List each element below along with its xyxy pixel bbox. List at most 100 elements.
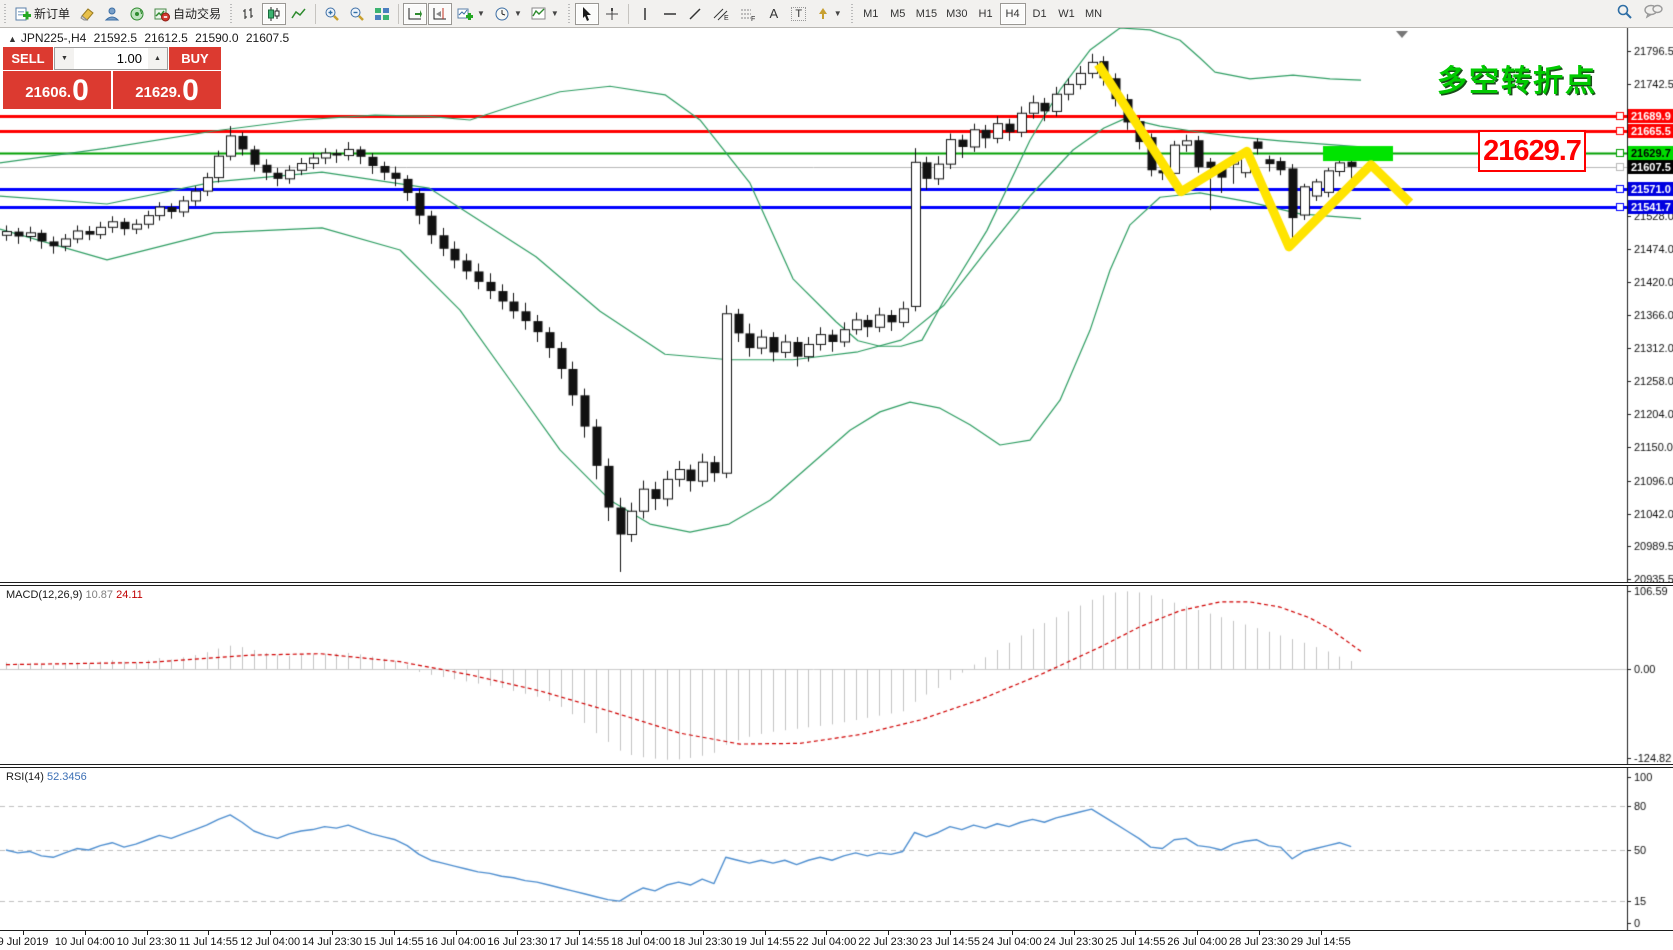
new-chart-icon (457, 6, 474, 22)
timeframe-d1[interactable]: D1 (1027, 3, 1053, 25)
chat-icon[interactable] (1643, 3, 1663, 24)
bar-chart-mode-button[interactable] (237, 3, 261, 25)
text-label-icon: T (791, 6, 807, 21)
rsi-panel-canvas[interactable] (0, 768, 1673, 930)
tile-windows-button[interactable] (370, 3, 394, 25)
vertical-line-tool[interactable] (633, 3, 657, 25)
volume-input[interactable] (74, 48, 148, 69)
panel-divider[interactable] (0, 764, 1673, 768)
timeframe-m1[interactable]: M1 (858, 3, 884, 25)
candlestick-mode-button[interactable] (262, 2, 287, 25)
time-axis[interactable]: 9 Jul 2019 10 Jul 04:00 10 Jul 23:30 11 Jul… (0, 930, 1673, 950)
new-order-button[interactable]: 新订单 (11, 3, 74, 25)
volume-increase-button[interactable]: ▲ (148, 48, 167, 69)
cursor-tool-button[interactable] (574, 2, 599, 25)
time-tick (641, 931, 642, 935)
line-chart-mode-button[interactable] (287, 3, 311, 25)
timeframe-m15[interactable]: M15 (912, 3, 941, 25)
chart-shift-icon (432, 6, 448, 22)
indicators-dropdown[interactable]: ▼ (527, 3, 563, 25)
text-label-tool[interactable]: T (787, 3, 811, 25)
sell-price: 21606. (25, 84, 72, 101)
buy-price-display[interactable]: 21629. 0 (113, 71, 221, 109)
time-tick (579, 931, 581, 935)
time-axis-label: 11 Jul 14:55 (178, 936, 238, 948)
horizontal-line-icon (662, 6, 678, 22)
timeframe-h1[interactable]: H1 (973, 3, 999, 25)
period-dropdown[interactable]: ▼ (490, 3, 526, 25)
profile-button[interactable] (100, 3, 124, 25)
sell-price-display[interactable]: 21606. 0 (3, 71, 111, 109)
candlestick-icon (266, 6, 282, 22)
new-order-label: 新订单 (34, 7, 71, 21)
toolbar-drag-handle[interactable] (848, 3, 855, 24)
bar-chart-icon (241, 6, 257, 22)
symbol-period-label: JPN225-,H4 (20, 31, 87, 45)
price-callout-box[interactable]: 21629.7 (1478, 130, 1586, 172)
ohlc-toggle-icon[interactable]: ▲ (8, 34, 17, 44)
horizontal-line-tool[interactable] (658, 3, 682, 25)
time-axis-label: 16 Jul 04:00 (425, 936, 486, 948)
auto-scroll-button[interactable] (403, 2, 428, 25)
buy-price-big-digit: 0 (182, 74, 199, 107)
time-tick (84, 931, 86, 935)
zoom-out-button[interactable] (345, 3, 369, 25)
time-tick (393, 931, 395, 935)
shapes-dropdown[interactable]: ▼ (812, 3, 846, 25)
sound-button[interactable] (125, 3, 149, 25)
time-axis-label: 10 Jul 23:30 (116, 936, 177, 948)
buy-button[interactable]: BUY (169, 47, 221, 70)
cursor-icon (579, 6, 595, 22)
time-axis-label: 23 Jul 14:55 (920, 936, 980, 948)
auto-trading-button[interactable]: 自动交易 (150, 3, 225, 25)
time-axis-label: 22 Jul 04:00 (796, 936, 857, 948)
timeframe-mn[interactable]: MN (1081, 3, 1107, 25)
time-axis-label: 17 Jul 14:55 (549, 936, 610, 948)
time-axis-label: 29 Jul 14:55 (1290, 936, 1351, 948)
time-tick (826, 931, 828, 935)
fibonacci-tool[interactable]: F (735, 3, 761, 25)
new-chart-dropdown[interactable]: ▼ (453, 3, 489, 25)
new-order-icon (15, 6, 31, 22)
volume-stepper: ▼ ▲ (54, 47, 168, 70)
sell-button[interactable]: SELL (3, 47, 53, 70)
buy-price: 21629. (135, 84, 182, 101)
panel-divider[interactable] (0, 582, 1673, 586)
zoom-in-button[interactable] (320, 3, 344, 25)
timeframe-m30[interactable]: M30 (942, 3, 971, 25)
main-chart-canvas[interactable] (0, 28, 1673, 582)
timeframe-m5[interactable]: M5 (885, 3, 911, 25)
chart-header: ▲ JPN225-,H4 21592.5 21612.5 21590.0 2160… (8, 31, 293, 45)
timeframe-h4[interactable]: H4 (999, 2, 1026, 25)
channel-tool[interactable]: E (708, 3, 734, 25)
time-axis-label: 22 Jul 23:30 (858, 936, 919, 948)
time-tick (208, 931, 210, 935)
time-tick (146, 931, 148, 935)
rsi-indicator-label: RSI(14) 52.3456 (6, 771, 87, 783)
time-tick (455, 931, 457, 935)
rsi-value: 52.3456 (46, 771, 87, 783)
timeframe-group: M1 M5 M15 M30 H1 H4 D1 W1 MN (858, 2, 1107, 25)
indicators-icon (531, 6, 547, 22)
crosshair-tool-button[interactable] (600, 3, 624, 25)
macd-panel-canvas[interactable] (0, 586, 1673, 764)
toolbar-drag-handle[interactable] (2, 3, 8, 24)
toolbar-drag-handle[interactable] (228, 3, 235, 24)
volume-decrease-button[interactable]: ▼ (55, 48, 74, 69)
toolbar-drag-handle[interactable] (565, 3, 572, 24)
time-axis-label: 16 Jul 23:30 (487, 936, 548, 948)
eraser-icon (79, 6, 95, 22)
trendline-tool[interactable] (683, 3, 707, 25)
time-tick (1073, 931, 1075, 935)
time-axis-label: 24 Jul 04:00 (981, 936, 1042, 948)
text-tool[interactable]: A (762, 3, 786, 25)
search-icon[interactable] (1616, 3, 1633, 25)
timeframe-w1[interactable]: W1 (1054, 3, 1080, 25)
time-axis-label: 25 Jul 14:55 (1105, 936, 1166, 948)
macd-signal-value: 24.11 (116, 589, 143, 601)
ohlc-high: 21612.5 (144, 31, 188, 45)
chart-shift-button[interactable] (428, 2, 453, 25)
one-click-trade-panel: SELL ▼ ▲ BUY 21606.0 21629.0 (3, 47, 221, 109)
eraser-button[interactable] (75, 3, 99, 25)
vertical-line-icon (638, 6, 652, 22)
